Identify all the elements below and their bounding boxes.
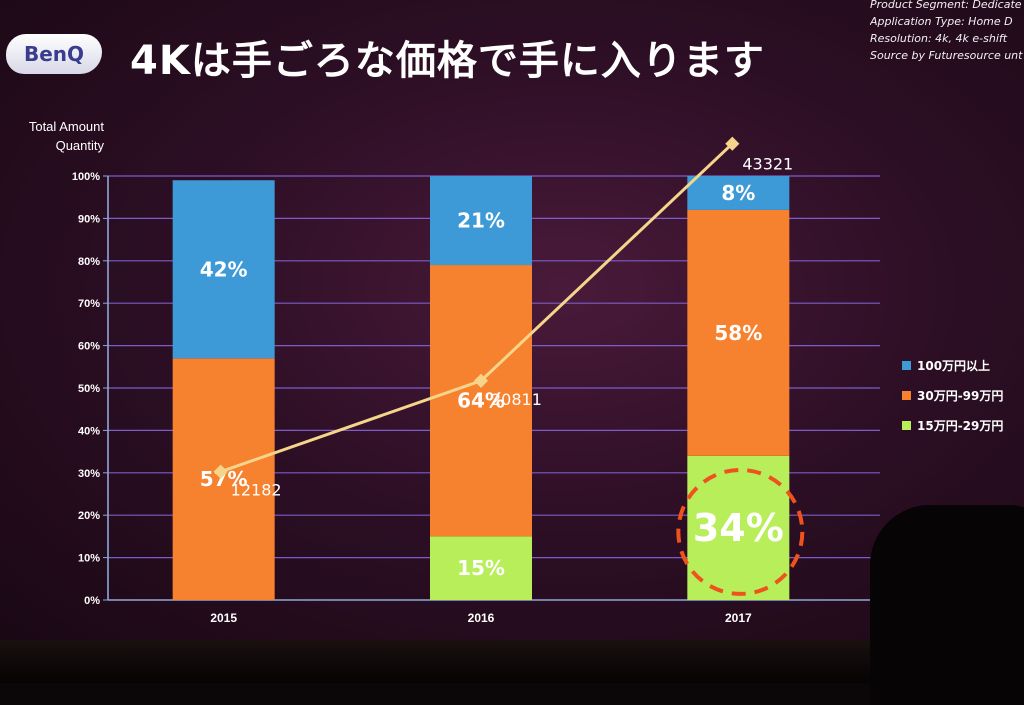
- legend-swatch: [902, 360, 911, 370]
- x-tick-label: 2017: [725, 611, 752, 625]
- y-axis-title: Total Amount Quantity: [0, 117, 104, 155]
- bar-data-label: 15%: [457, 556, 505, 580]
- bar-data-label: 21%: [457, 209, 505, 233]
- y-tick-label: 50%: [78, 383, 100, 395]
- meta-line: Product Segment: Dedicate: [870, 0, 1022, 11]
- bar-segment: [687, 176, 790, 210]
- meta-line: Resolution: 4k, 4k e-shift: [870, 32, 1008, 45]
- x-tick-label: 2016: [468, 611, 495, 625]
- y-tick-label: 40%: [78, 425, 100, 437]
- y-tick-label: 70%: [78, 298, 100, 310]
- highlight-circle: [676, 467, 805, 596]
- y-tick-label: 100%: [72, 171, 100, 183]
- y-tick-label: 20%: [78, 510, 100, 522]
- meta-line: Source by Futuresource unt: [870, 49, 1023, 62]
- y-tick-label: 90%: [78, 213, 100, 225]
- x-tick-label: 2015: [210, 611, 237, 625]
- bar-segment: [430, 536, 532, 600]
- line-data-label: 20811: [491, 390, 542, 409]
- bar-segment: [172, 358, 275, 600]
- bar-segment: [430, 265, 532, 537]
- stacked-bar-chart: 0%10%20%30%40%50%60%70%80%90%100%57%42%2…: [72, 136, 880, 625]
- line-data-label: 12182: [231, 481, 282, 500]
- bar-data-label: 64%: [457, 389, 505, 413]
- bar-segment: [687, 209, 790, 456]
- line-data-label: 43321: [742, 155, 793, 174]
- legend-swatch: [902, 390, 911, 400]
- bar-data-label: 34%: [693, 506, 784, 550]
- slide-title: 4Kは手ごろな価格で手に入ります: [130, 38, 765, 84]
- y-tick-label: 30%: [78, 468, 100, 480]
- line-marker: [725, 136, 740, 151]
- y-tick-label: 60%: [78, 341, 100, 353]
- presenter-silhouette: [870, 505, 1024, 705]
- legend-item: 100万円以上: [902, 350, 1003, 380]
- legend-item: 15万円-29万円: [902, 410, 1003, 440]
- y-tick-label: 0%: [84, 595, 100, 607]
- legend-label: 30万円-99万円: [917, 388, 1004, 403]
- source-notes: Product Segment: Dedicate Application Ty…: [870, 0, 1024, 64]
- y-axis-title-text: Total Amount Quantity: [28, 119, 104, 153]
- y-tick-label: 10%: [78, 553, 100, 565]
- stage-floor: [0, 640, 1024, 683]
- bar-data-label: 42%: [200, 257, 248, 281]
- bar-segment: [430, 176, 532, 266]
- chart-legend: 100万円以上 30万円-99万円 15万円-29万円: [902, 350, 1003, 440]
- legend-label: 100万円以上: [917, 358, 991, 373]
- bar-data-label: 8%: [721, 181, 755, 205]
- legend-item: 30万円-99万円: [902, 380, 1003, 410]
- legend-label: 15万円-29万円: [917, 418, 1004, 433]
- bar-data-label: 58%: [714, 321, 762, 345]
- line-marker: [473, 373, 489, 388]
- y-tick-label: 80%: [78, 256, 100, 268]
- benq-logo: BenQ: [6, 34, 102, 74]
- bar-segment: [172, 180, 275, 359]
- line-marker: [213, 464, 228, 479]
- meta-line: Application Type: Home D: [870, 15, 1013, 28]
- legend-swatch: [902, 420, 911, 430]
